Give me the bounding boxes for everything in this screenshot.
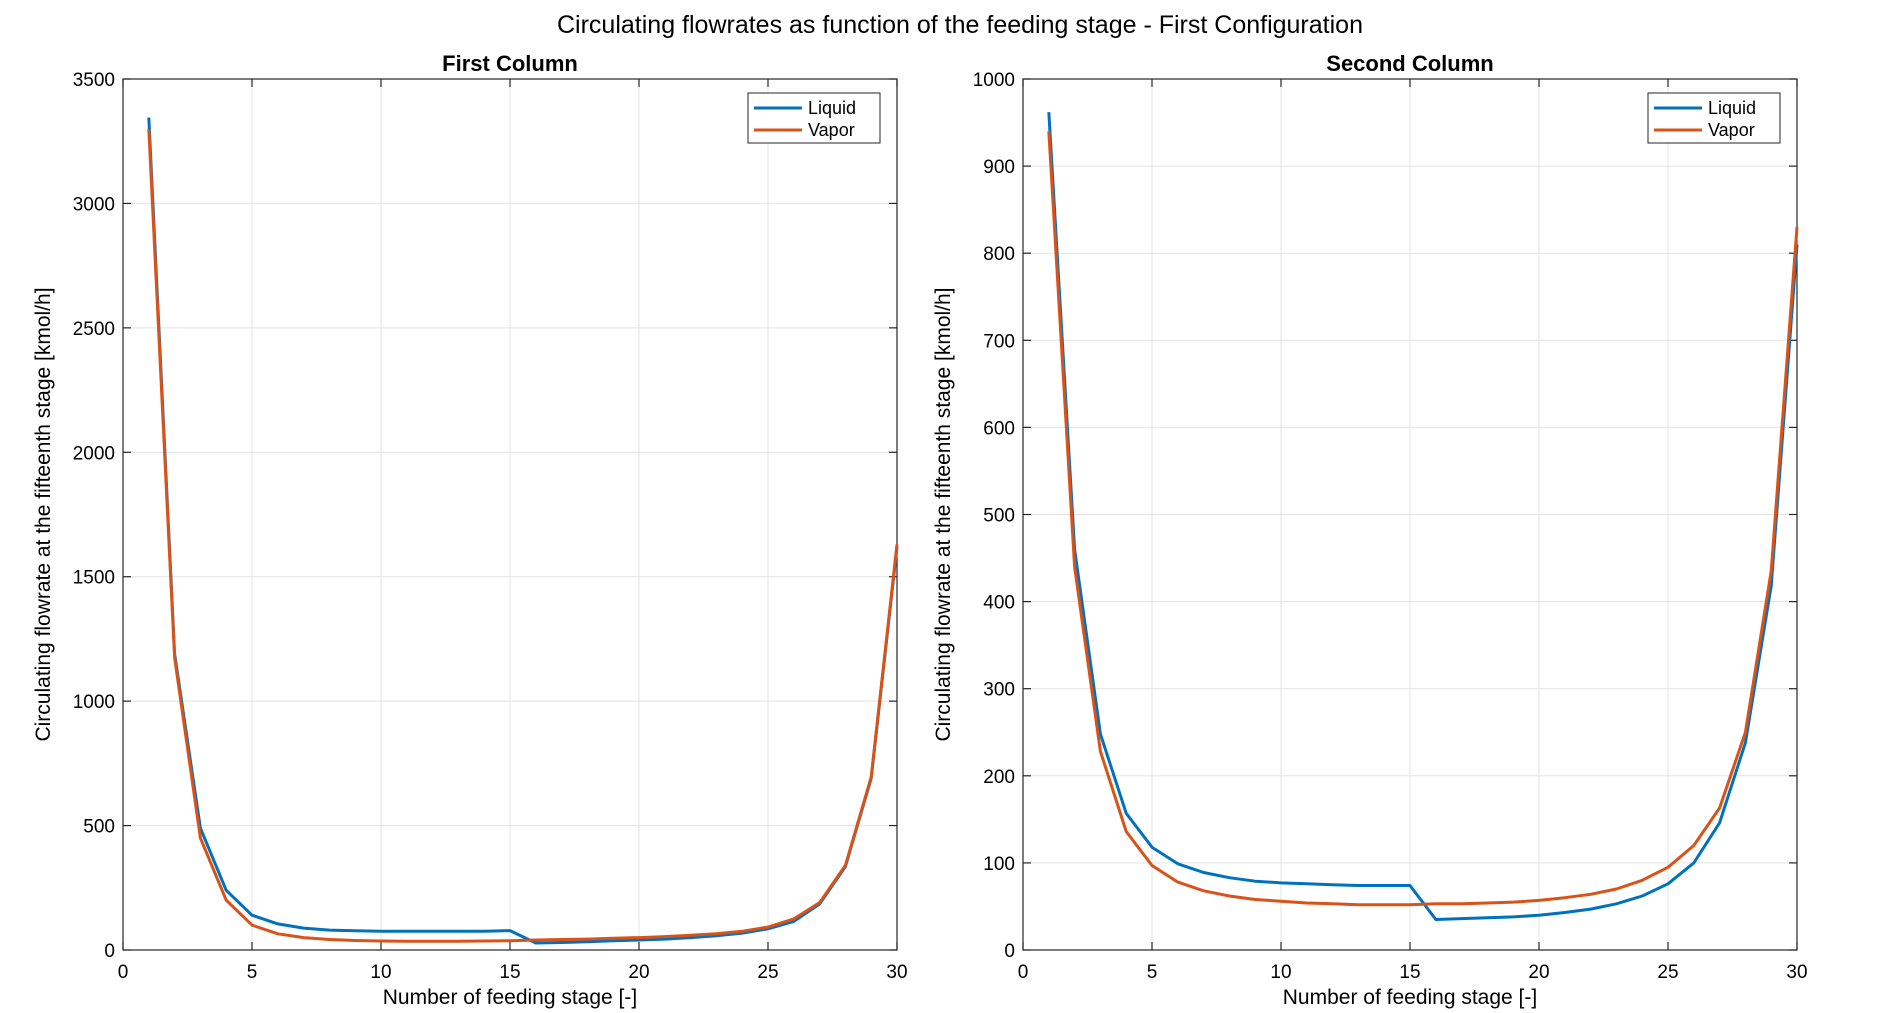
x-axis-label: Number of feeding stage [-] [383, 986, 637, 1009]
x-tick-label: 15 [499, 962, 520, 983]
y-tick-label: 1000 [73, 692, 115, 713]
first-column-title: First Column [442, 51, 578, 76]
first-column-liquid-series-line [147, 117, 899, 945]
legend-label-liquid: Liquid [808, 98, 856, 118]
y-tick-label: 500 [83, 817, 115, 838]
y-tick-label: 0 [104, 941, 115, 962]
x-tick-label: 20 [1528, 962, 1549, 983]
y-tick-label: 400 [983, 593, 1015, 614]
y-tick-label: 200 [983, 767, 1015, 788]
y-tick-label: 0 [1004, 941, 1015, 962]
second-column-liquid-series-line [1047, 112, 1799, 921]
x-tick-label: 30 [886, 962, 907, 983]
figure-suptitle: Circulating flowrates as function of the… [557, 11, 1363, 39]
y-tick-label: 500 [983, 506, 1015, 527]
y-tick-label: 1500 [73, 568, 115, 589]
legend-label-vapor: Vapor [808, 120, 855, 140]
x-tick-label: 5 [247, 962, 258, 983]
x-tick-label: 25 [1657, 962, 1678, 983]
y-tick-label: 700 [983, 331, 1015, 352]
second-column-panel: 0 5 10 15 20 25 300100200300400500600700800900… [932, 51, 1808, 1009]
x-tick-label: 20 [628, 962, 649, 983]
x-tick-label: 5 [1147, 962, 1158, 983]
x-tick-label: 10 [370, 962, 391, 983]
legend-box [747, 92, 881, 144]
y-axis-label: Circulating flowrate at the fifteenth st… [32, 287, 55, 741]
x-tick-label: 30 [1786, 962, 1807, 983]
first-column-vapor-series-line [147, 128, 899, 943]
y-tick-label: 3500 [73, 70, 115, 91]
y-tick-label: 1000 [973, 70, 1015, 91]
second-column-title: Second Column [1326, 51, 1493, 76]
legend-label-vapor: Vapor [1708, 120, 1755, 140]
y-tick-label: 3000 [73, 194, 115, 215]
x-tick-label: 10 [1270, 962, 1291, 983]
y-tick-label: 800 [983, 244, 1015, 265]
y-axis-label: Circulating flowrate at the fifteenth st… [932, 287, 955, 741]
x-tick-label: 15 [1399, 962, 1420, 983]
second-column-vapor-series-line [1047, 131, 1799, 907]
x-tick-label: 0 [118, 962, 129, 983]
y-tick-label: 600 [983, 418, 1015, 439]
legend-box [1647, 92, 1781, 144]
y-tick-label: 2500 [73, 319, 115, 340]
legend-label-liquid: Liquid [1708, 98, 1756, 118]
y-tick-label: 900 [983, 157, 1015, 178]
x-tick-label: 0 [1018, 962, 1029, 983]
y-tick-label: 100 [983, 854, 1015, 875]
x-axis-label: Number of feeding stage [-] [1283, 986, 1537, 1009]
first-column-panel: 0 5 10 15 20 25 30 0 500 1000 1500 2000 2500 3000 3500… [32, 51, 908, 1009]
y-tick-label: 300 [983, 680, 1015, 701]
y-tick-label: 2000 [73, 443, 115, 464]
x-tick-label: 25 [757, 962, 778, 983]
